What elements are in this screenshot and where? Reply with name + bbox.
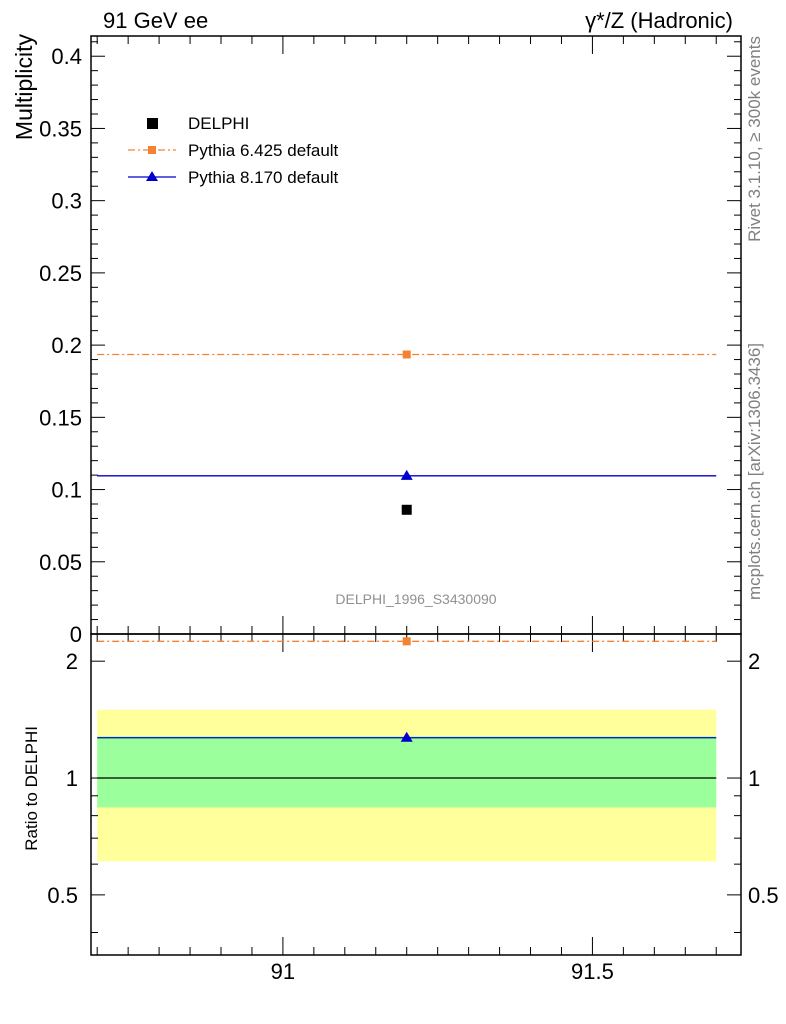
legend-label-delphi: DELPHI [188, 114, 249, 133]
stat-uncertainty-band [97, 736, 717, 808]
delphi-data-point [401, 504, 412, 515]
ratio-ylabel: Ratio to DELPHI [22, 726, 41, 851]
main-y-tick-label: 0.35 [39, 116, 82, 141]
ratio-y-tick-label-right: 2 [748, 649, 760, 674]
main-y-tick-label: 0.25 [39, 261, 82, 286]
ratio-y-tick-label-right: 1 [748, 766, 760, 791]
analysis-id: DELPHI_1996_S3430090 [335, 591, 496, 607]
rivet-label: Rivet 3.1.10, ≥ 300k events [745, 36, 764, 242]
mcplots-label: mcplots.cern.ch [arXiv:1306.3436] [745, 343, 764, 600]
main-ylabel: Multiplicity [11, 34, 37, 141]
x-tick-label: 91.5 [571, 959, 614, 984]
pythia6-ratio-marker [402, 637, 411, 646]
main-y-tick-label: 0.3 [51, 189, 82, 214]
ratio-frame [90, 633, 742, 956]
ratio-y-tick-label-left: 1 [66, 766, 78, 791]
right-title: γ*/Z (Hadronic) [585, 8, 733, 33]
ratio-y-tick-label-left: 0.5 [47, 883, 78, 908]
ratio-y-tick-label-right: 0.5 [748, 883, 779, 908]
legend-label-pythia6: Pythia 6.425 default [188, 141, 339, 160]
main-y-tick-label: 0.15 [39, 405, 82, 430]
main-y-tick-label: 0.2 [51, 333, 82, 358]
legend-marker-pythia8 [146, 171, 158, 181]
left-title: 91 GeV ee [103, 8, 208, 33]
pythia6-marker [402, 350, 411, 359]
main-y-tick-label: 0.4 [51, 44, 82, 69]
main-y-tick-label: 0.05 [39, 550, 82, 575]
x-tick-label: 91 [271, 959, 295, 984]
main-axes: 0 0.05 0.1 0.15 0.2 0.25 0.3 0.35 0.4 [39, 35, 742, 647]
ratio-y-tick-label-left: 2 [66, 649, 78, 674]
legend-marker-delphi [147, 118, 158, 129]
legend: DELPHI Pythia 6.425 default Pythia 8.170… [128, 114, 339, 187]
pythia8-marker [400, 469, 413, 480]
main-y-tick-label: 0.1 [51, 478, 82, 503]
ratio-axes: 91 91.5 0.5 0.5 1 1 2 2 [47, 633, 779, 984]
legend-marker-pythia6 [148, 146, 156, 154]
ratio-series [97, 637, 717, 742]
main-y-tick-label: 0 [70, 622, 82, 647]
pythia8-ratio-marker [400, 731, 413, 742]
main-series [97, 350, 717, 515]
legend-label-pythia8: Pythia 8.170 default [188, 168, 339, 187]
